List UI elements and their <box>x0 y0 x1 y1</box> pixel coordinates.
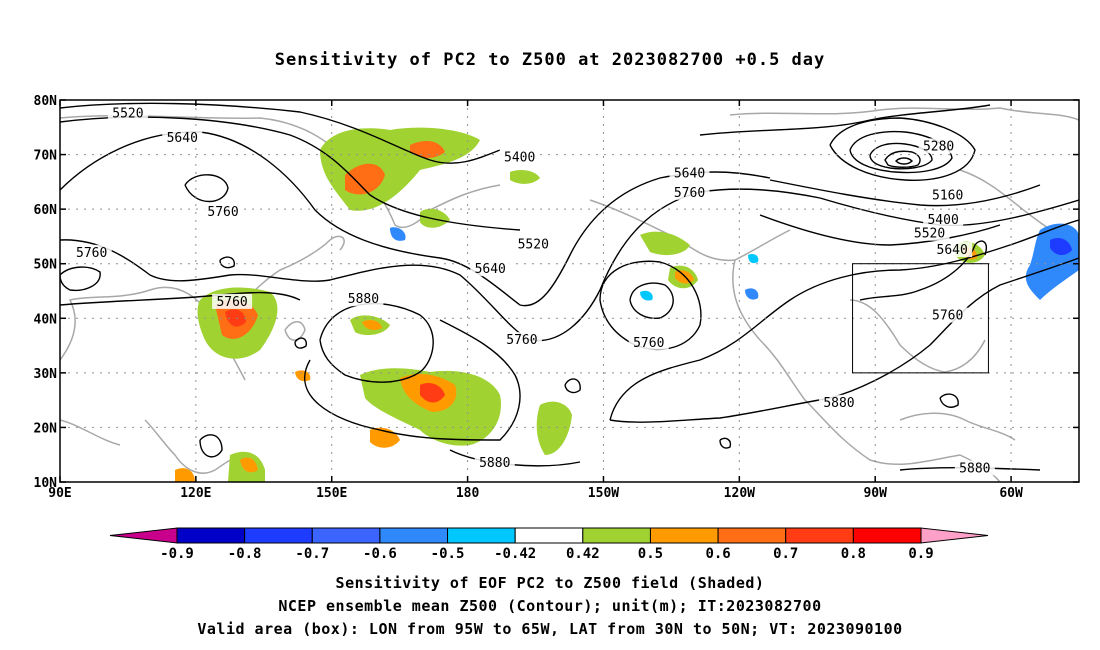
colorbar-swatch <box>244 527 313 544</box>
colorbar-label: 0.9 <box>908 546 933 562</box>
lon-tick-label: 180 <box>456 486 480 501</box>
contour-label: 5640 <box>937 243 968 258</box>
footer-line-shading: Sensitivity of EOF PC2 to Z500 field (Sh… <box>335 574 765 592</box>
contour-label: 5760 <box>506 333 537 348</box>
colorbar-swatch <box>582 527 651 544</box>
colorbar-label: 0.6 <box>705 546 730 562</box>
colorbar-swatch <box>785 527 854 544</box>
colorbar-label: 0.7 <box>773 546 798 562</box>
contour-label: 5520 <box>914 227 945 242</box>
lon-tick-label: 90E <box>48 486 71 501</box>
contour-label: 5880 <box>959 461 990 476</box>
longitude-axis: 90E 120E 150E 180 150W 120W 90W 60W <box>48 100 1023 501</box>
colorbar-swatch <box>514 527 584 544</box>
contour-label: 5880 <box>348 292 379 307</box>
lat-tick-label: 60N <box>34 203 58 218</box>
lat-tick-label: 30N <box>34 367 58 382</box>
lat-tick-label: 40N <box>34 312 58 327</box>
lat-tick-label: 80N <box>34 94 58 109</box>
colorbar-swatch <box>379 527 449 544</box>
valid-area-box <box>852 263 989 374</box>
map-frame <box>59 99 1080 483</box>
contour-label: 5160 <box>932 189 963 204</box>
footer-line-contour: NCEP ensemble mean Z500 (Contour); unit(… <box>278 597 822 615</box>
lon-tick-label: 150W <box>588 486 619 501</box>
lon-tick-label: 60W <box>999 486 1023 501</box>
z500-contours <box>60 102 1079 471</box>
colorbar-swatch <box>311 527 381 544</box>
colorbar-label: 0.42 <box>566 546 600 562</box>
lon-tick-label: 150E <box>316 486 347 501</box>
lat-tick-label: 20N <box>34 421 58 436</box>
contour-label: 5640 <box>475 262 506 277</box>
lat-tick-label: 70N <box>34 149 58 164</box>
contour-label: 5760 <box>216 295 247 310</box>
colorbar-swatch <box>852 527 922 544</box>
footer-line-valid-area: Valid area (box): LON from 95W to 65W, L… <box>197 620 903 638</box>
colorbar-label: 0.5 <box>638 546 663 562</box>
colorbar-label: -0.42 <box>494 546 536 562</box>
latitude-axis: 80N 70N 60N 50N 40N 30N 20N 10N <box>34 94 1079 491</box>
colorbar-swatch <box>447 527 516 544</box>
colorbar-label: -0.6 <box>363 546 397 562</box>
colorbar-label: -0.8 <box>228 546 262 562</box>
lon-tick-label: 120W <box>724 486 755 501</box>
contour-label: 5760 <box>207 205 238 220</box>
contour-label: 5760 <box>674 186 705 201</box>
colorbar-swatch <box>649 527 719 544</box>
colorbar-swatch <box>717 527 787 544</box>
contour-label: 5520 <box>112 107 143 122</box>
lat-tick-label: 10N <box>34 476 58 491</box>
contour-label: 5760 <box>633 336 664 351</box>
colorbar-label: 0.8 <box>841 546 866 562</box>
lon-tick-label: 120E <box>180 486 211 501</box>
contour-label: 5880 <box>823 396 854 411</box>
contour-label: 5520 <box>518 238 549 253</box>
contour-label: 5640 <box>167 131 198 146</box>
colorbar-low-triangle <box>109 527 178 544</box>
colorbar-label: -0.5 <box>431 546 465 562</box>
contour-label: 5400 <box>504 150 535 165</box>
colorbar-swatch <box>176 527 246 544</box>
map-title: Sensitivity of PC2 to Z500 at 2023082700… <box>274 50 826 70</box>
colorbar-label: -0.9 <box>160 546 194 562</box>
contour-label: 5640 <box>674 167 705 182</box>
lat-tick-label: 50N <box>34 258 58 273</box>
lon-tick-label: 90W <box>863 486 887 501</box>
contour-label: 5400 <box>927 213 958 228</box>
colorbar: -0.9 -0.8 -0.7 -0.6 -0.5 -0.42 0.42 0.5 0.6 0.7 0.… <box>109 527 989 562</box>
colorbar-high-triangle <box>920 527 989 544</box>
contour-label: 5280 <box>923 139 954 154</box>
contour-label: 5880 <box>479 456 510 471</box>
colorbar-label: -0.7 <box>295 546 329 562</box>
contour-label: 5760 <box>932 309 963 324</box>
contour-label: 5760 <box>76 246 107 261</box>
